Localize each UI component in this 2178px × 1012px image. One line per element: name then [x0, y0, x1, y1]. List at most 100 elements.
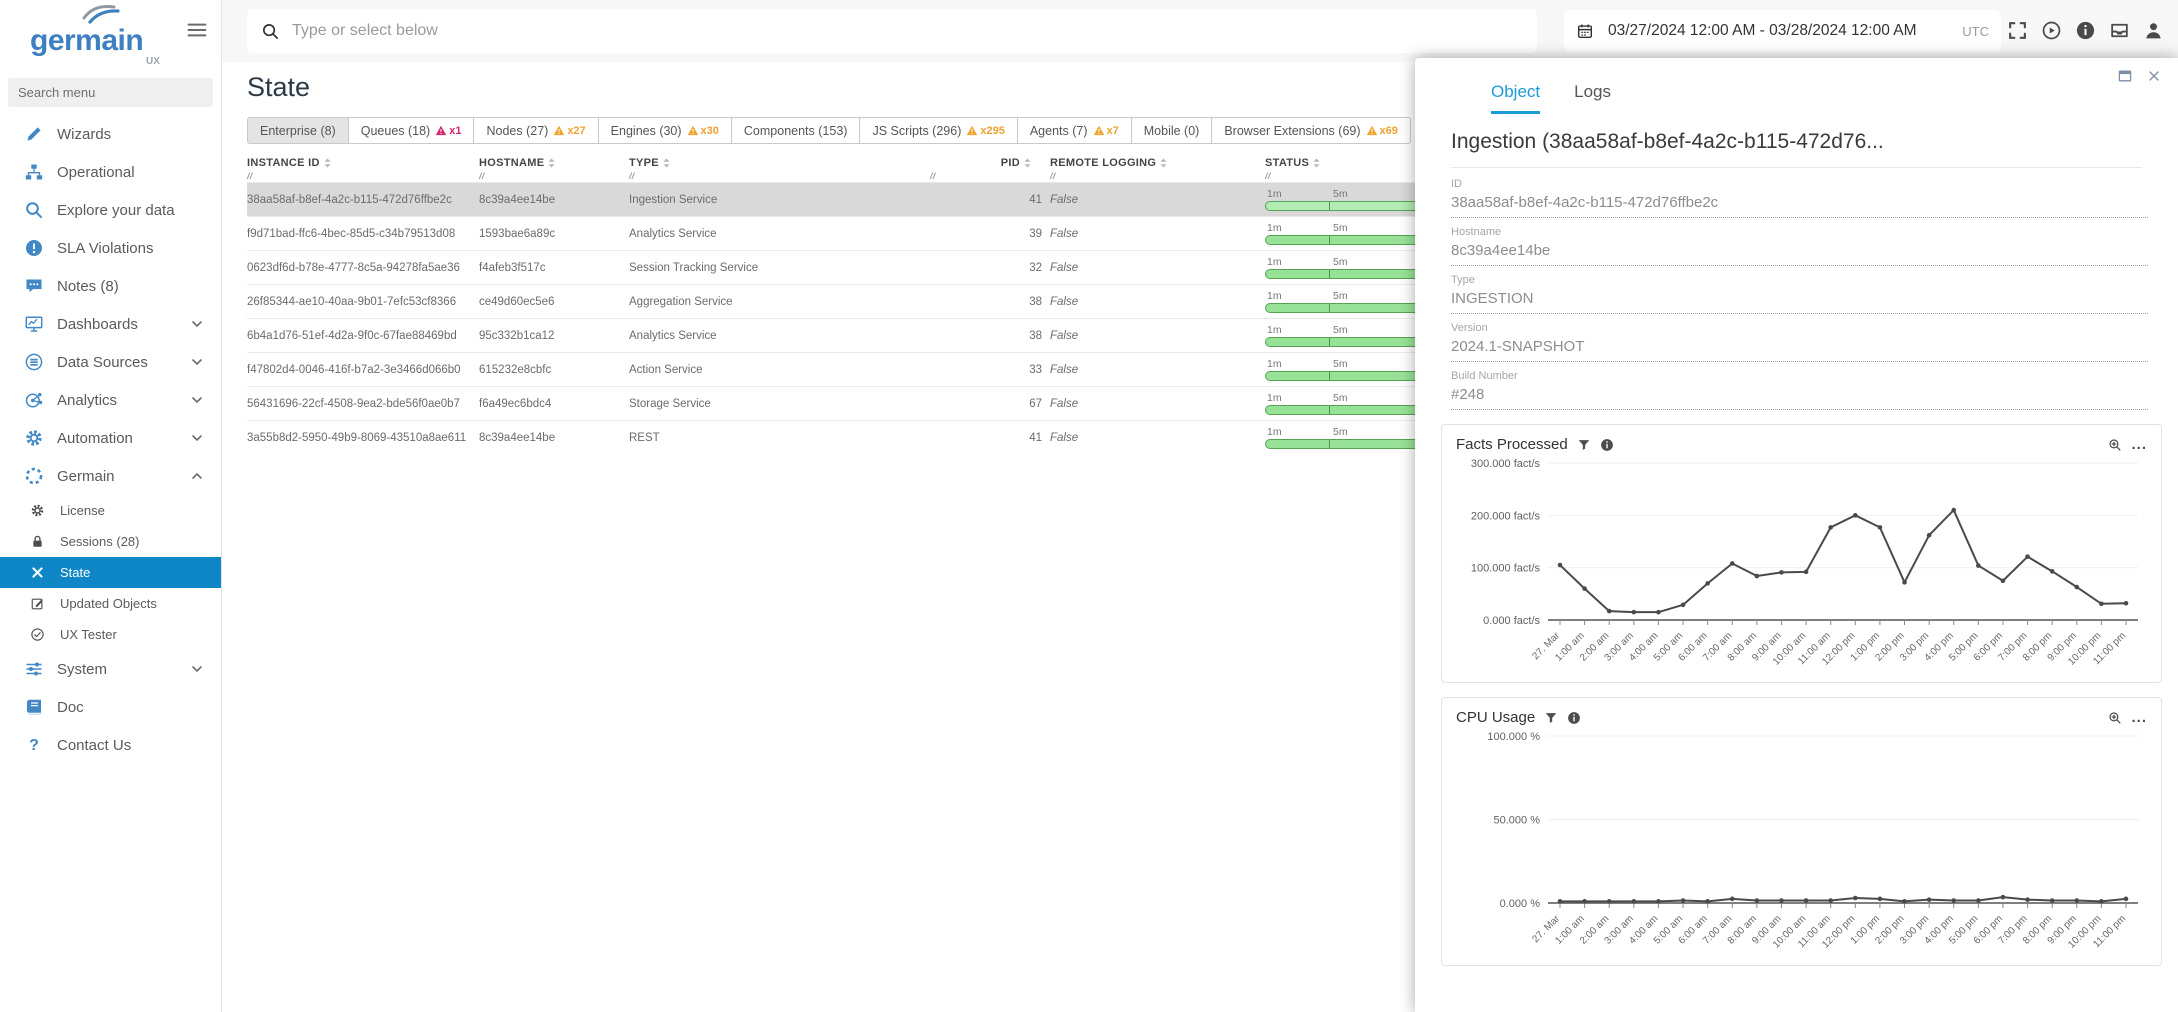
cell-type: REST	[629, 421, 930, 455]
warning-badge: x295	[966, 125, 1004, 137]
global-search-input[interactable]	[292, 22, 1523, 40]
filter-icon[interactable]	[1577, 438, 1591, 452]
tab-logs[interactable]: Logs	[1574, 82, 1611, 114]
topbar: 03/27/2024 12:00 AM - 03/28/2024 12:00 A…	[222, 0, 2178, 62]
sidebar-item-state[interactable]: State	[0, 557, 221, 588]
fullscreen-icon[interactable]	[2007, 20, 2028, 41]
tab-browser-extensions-69[interactable]: Browser Extensions (69) x69	[1211, 117, 1411, 144]
logo: germain UX	[0, 0, 221, 74]
sort-icon[interactable]	[547, 157, 556, 169]
sort-icon[interactable]	[1023, 157, 1032, 169]
tab-components-153[interactable]: Components (153)	[731, 117, 861, 144]
cell-instance-id: 56431696-22cf-4508-9ea2-bde56f0ae0b7	[247, 387, 479, 421]
tab-engines-30[interactable]: Engines (30)x30	[598, 117, 732, 144]
status-label-5m: 5m	[1333, 358, 1348, 370]
warning-count: x30	[701, 125, 719, 137]
column-resize-handle[interactable]: //	[479, 172, 621, 180]
tab-label: JS Scripts (296)	[872, 124, 961, 138]
user-icon[interactable]	[2143, 20, 2164, 41]
sidebar-item-explore-your-data[interactable]: Explore your data	[0, 191, 221, 229]
filter-icon[interactable]	[1544, 711, 1558, 725]
sidebar-item-automation[interactable]: Automation	[0, 419, 221, 457]
status-label-1m: 1m	[1267, 188, 1282, 200]
sort-icon[interactable]	[1312, 157, 1321, 169]
tab-js-scripts-296[interactable]: JS Scripts (296) x295	[859, 117, 1017, 144]
chevron-up-icon[interactable]	[189, 468, 205, 484]
cell-pid: 38	[930, 319, 1050, 353]
sidebar-item-ux-tester[interactable]: UX Tester	[0, 619, 221, 650]
popout-window-icon[interactable]	[2117, 68, 2133, 84]
alert-circle-icon	[24, 238, 44, 258]
tab-label: Browser Extensions (69)	[1224, 124, 1360, 138]
svg-text:?: ?	[29, 737, 39, 754]
sidebar-item-updated-objects[interactable]: Updated Objects	[0, 588, 221, 619]
sidebar-item-sessions-28[interactable]: Sessions (28)	[0, 526, 221, 557]
column-header-remote-logging[interactable]: REMOTE LOGGING//	[1050, 151, 1265, 183]
detail-panel: Object Logs Ingestion (38aa58af-b8ef-4a2…	[1415, 58, 2178, 1012]
sidebar-item-label: State	[60, 565, 90, 580]
sidebar-item-wizards[interactable]: Wizards	[0, 115, 221, 153]
chevron-down-icon[interactable]	[189, 392, 205, 408]
sort-icon[interactable]	[662, 157, 671, 169]
column-resize-handle[interactable]: //	[1050, 172, 1257, 180]
chevron-down-icon[interactable]	[189, 316, 205, 332]
status-label-5m: 5m	[1333, 256, 1348, 268]
panel-tabs: Object Logs	[1491, 82, 2178, 114]
search-icon	[261, 22, 280, 41]
field-type: TypeINGESTION	[1451, 266, 2148, 314]
sidebar-item-contact-us[interactable]: ? Contact Us	[0, 726, 221, 764]
sort-icon[interactable]	[1159, 157, 1168, 169]
sidebar-item-system[interactable]: System	[0, 650, 221, 688]
logo-swoosh-icon	[78, 2, 124, 26]
warning-triangle-icon	[1366, 125, 1378, 136]
sort-icon[interactable]	[323, 157, 332, 169]
column-resize-handle[interactable]: //	[930, 172, 1042, 180]
sidebar-item-doc[interactable]: Doc	[0, 688, 221, 726]
cell-pid: 67	[930, 387, 1050, 421]
sidebar-item-data-sources[interactable]: Data Sources	[0, 343, 221, 381]
sidebar-item-germain[interactable]: Germain	[0, 457, 221, 495]
nodes-icon	[24, 390, 44, 410]
info-icon[interactable]	[1567, 711, 1581, 725]
sidebar-item-license[interactable]: License	[0, 495, 221, 526]
chevron-down-icon[interactable]	[189, 661, 205, 677]
zoom-in-icon[interactable]	[2108, 711, 2122, 725]
close-icon[interactable]	[2146, 68, 2162, 84]
chevron-down-icon[interactable]	[189, 430, 205, 446]
column-resize-handle[interactable]: //	[629, 172, 922, 180]
sidebar-item-analytics[interactable]: Analytics	[0, 381, 221, 419]
tab-queues-18[interactable]: Queues (18)x1	[348, 117, 475, 144]
column-header-type[interactable]: TYPE//	[629, 151, 930, 183]
sidebar-item-dashboards[interactable]: Dashboards	[0, 305, 221, 343]
column-header-pid[interactable]: PID//	[930, 151, 1050, 183]
more-options-icon[interactable]: ...	[2131, 714, 2147, 722]
tab-mobile-0[interactable]: Mobile (0)	[1131, 117, 1213, 144]
tab-object[interactable]: Object	[1491, 82, 1540, 114]
info-circle-icon[interactable]	[2075, 20, 2096, 41]
more-options-icon[interactable]: ...	[2131, 441, 2147, 449]
tab-agents-7[interactable]: Agents (7)x7	[1017, 117, 1132, 144]
column-header-hostname[interactable]: HOSTNAME//	[479, 151, 629, 183]
play-circle-icon[interactable]	[2041, 20, 2062, 41]
inbox-icon[interactable]	[2109, 20, 2130, 41]
chevron-down-icon[interactable]	[189, 354, 205, 370]
column-header-instance-id[interactable]: INSTANCE ID //	[247, 151, 479, 183]
date-range-picker[interactable]: 03/27/2024 12:00 AM - 03/28/2024 12:00 A…	[1564, 10, 2001, 52]
field-label: Build Number	[1451, 370, 2148, 382]
sidebar-item-sla-violations[interactable]: SLA Violations	[0, 229, 221, 267]
column-label: INSTANCE ID	[247, 157, 320, 169]
menu-icon[interactable]	[185, 18, 209, 42]
sidebar-item-operational[interactable]: Operational	[0, 153, 221, 191]
topbar-icons	[2007, 20, 2164, 41]
sidebar-item-label: Contact Us	[57, 737, 131, 754]
zoom-in-icon[interactable]	[2108, 438, 2122, 452]
sidebar-item-notes-8[interactable]: Notes (8)	[0, 267, 221, 305]
sidebar-search-input[interactable]	[8, 78, 213, 107]
info-icon[interactable]	[1600, 438, 1614, 452]
tab-nodes-27[interactable]: Nodes (27)x27	[473, 117, 598, 144]
column-resize-handle[interactable]: //	[247, 172, 471, 180]
warning-badge: x69	[1366, 125, 1398, 137]
tab-enterprise-8[interactable]: Enterprise (8)	[247, 117, 349, 144]
warning-count: x27	[567, 125, 585, 137]
monitor-icon	[24, 314, 44, 334]
